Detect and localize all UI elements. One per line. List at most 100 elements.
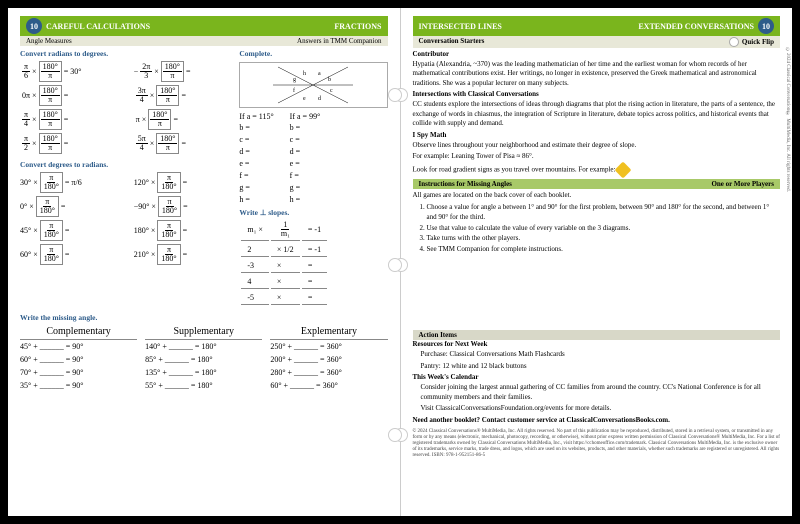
svg-text:b: b	[328, 77, 331, 83]
header-right: FRACTIONS	[334, 22, 381, 31]
contrib-hdr: Contributor	[413, 50, 450, 58]
ispy2: For example: Leaning Tower of Pisa ≈ 86°…	[413, 152, 781, 161]
lesson-badge: 10	[26, 18, 42, 34]
equation-row: −90° × π180° =	[134, 196, 228, 217]
week2: Visit ClassicalConversationsFoundation.o…	[421, 404, 781, 413]
equation-row: 60° × π180° =	[20, 244, 114, 265]
res-hdr: Resources for Next Week	[413, 340, 488, 348]
angle-line: 70° + ______ = 90°	[20, 366, 137, 379]
var-line: d =	[239, 145, 273, 157]
var-line: e =	[239, 157, 273, 169]
action-items-hdr: Action Items	[413, 330, 781, 340]
var-line: e =	[290, 157, 321, 169]
ispy1: Observe lines throughout your neighborho…	[413, 141, 781, 150]
angle-line: 140° + ______ = 180°	[145, 340, 262, 353]
angle-col-hdr: Complementary	[20, 324, 137, 340]
var-line: b =	[239, 121, 273, 133]
left-subheader: Angle Measures Answers in TMM Companion	[20, 36, 388, 46]
angle-col-hdr: Supplementary	[145, 324, 262, 340]
ispy-hdr: I Spy Math	[413, 131, 447, 139]
slope-row: -3× =	[241, 259, 327, 273]
step-item: Choose a value for angle a between 1° an…	[427, 202, 781, 223]
sec-d2r: Convert degrees to radians.	[20, 160, 227, 169]
angle-line: 35° + ______ = 90°	[20, 379, 137, 392]
var-line: c =	[239, 133, 273, 145]
var-line: c =	[290, 133, 321, 145]
equation-row: π2 × 180°π =	[20, 133, 114, 154]
week1: Consider joining the largest annual gath…	[421, 383, 781, 402]
slope-row: 2× 1/2= -1	[241, 243, 327, 257]
equation-row: 45° × π180° =	[20, 220, 114, 241]
svg-text:a: a	[318, 71, 321, 77]
contrib-text: Hypatia (Alexandria, ~370) was the leadi…	[413, 60, 781, 88]
equation-row: π × 180°π =	[134, 109, 228, 130]
copyright: © 2024 Classical Conversations® MultiMed…	[413, 429, 781, 459]
slope-table: m₁ ×1m₁= -12× 1/2= -1-3× =4× =-5× =	[239, 217, 329, 307]
equation-row: 0° × π180° =	[20, 196, 114, 217]
var-line: g =	[290, 181, 321, 193]
angle-line: 55° + ______ = 180°	[145, 379, 262, 392]
svg-text:h: h	[303, 71, 306, 77]
var-line: h =	[239, 193, 273, 205]
equation-row: −2π3 × 180°π =	[134, 61, 228, 82]
inter-text: CC students explore the intersections of…	[413, 100, 781, 128]
sec-r2d: Convert radians to degrees.	[20, 49, 227, 58]
games-note: All games are located on the back cover …	[413, 191, 781, 200]
rh-right: EXTENDED CONVERSATIONS	[638, 22, 754, 31]
binder-hole	[388, 258, 402, 272]
step-item: See TMM Companion for complete instructi…	[427, 244, 781, 255]
right-page: INTERSECTED LINES EXTENDED CONVERSATIONS…	[401, 8, 793, 516]
angle-line: 60° + ______ = 360°	[270, 379, 387, 392]
need-booklet: Need another booklet? Contact customer s…	[413, 416, 670, 424]
if-b: If a = 99°	[290, 112, 321, 121]
sub-right: Answers in TMM Companion	[297, 37, 381, 45]
sub-left: Angle Measures	[26, 37, 72, 45]
equation-row: 210° × π180° =	[134, 244, 228, 265]
binder-hole	[388, 428, 402, 442]
angle-line: 280° + ______ = 360°	[270, 366, 387, 379]
sec-complete: Complete.	[239, 49, 387, 58]
sec-slopes: Write ⊥ slopes.	[239, 208, 387, 217]
vertical-copyright: ©2024 Classical Conversations® MultiMedi…	[785, 48, 790, 192]
if-a: If a = 115°	[239, 112, 273, 121]
equation-row: π6 × 180°π = 30°	[20, 61, 114, 82]
angle-line: 200° + ______ = 360°	[270, 353, 387, 366]
rh-title: INTERSECTED LINES	[419, 22, 502, 31]
res1: Purchase: Classical Conversations Math F…	[421, 350, 781, 359]
slope-row: 4× =	[241, 275, 327, 289]
angle-line: 45° + ______ = 90°	[20, 340, 137, 353]
left-header: 10 CAREFUL CALCULATIONS FRACTIONS	[20, 16, 388, 36]
conv-start: Conversation Starters	[419, 37, 485, 47]
svg-text:e: e	[303, 96, 306, 102]
svg-text:g: g	[293, 77, 296, 83]
equation-row: 30° × π180° = π/6	[20, 172, 114, 193]
lesson-badge-r: 10	[758, 18, 774, 34]
svg-text:c: c	[330, 88, 333, 94]
var-line: b =	[290, 121, 321, 133]
instructions-header: Instructions for Missing Angles One or M…	[413, 179, 781, 189]
right-subheader: Conversation Starters Quick Flip	[413, 36, 781, 48]
equation-row: 0π × 180°π =	[20, 85, 114, 106]
svg-text:f: f	[293, 87, 295, 94]
angle-diagram: a b c d e f g h	[239, 62, 387, 108]
var-line: d =	[290, 145, 321, 157]
equation-row: 3π4 × 180°π =	[134, 85, 228, 106]
equation-row: 180° × π180° =	[134, 220, 228, 241]
quickflip-icon	[729, 37, 739, 47]
right-header: INTERSECTED LINES EXTENDED CONVERSATIONS…	[413, 16, 781, 36]
steps-list: Choose a value for angle a between 1° an…	[427, 202, 781, 255]
header-title: CAREFUL CALCULATIONS	[46, 22, 150, 31]
step-item: Use that value to calculate the value of…	[427, 223, 781, 234]
angle-table: Complementary45° + ______ = 90° 60° + ___…	[20, 324, 388, 392]
equation-row: 120° × π180° =	[134, 172, 228, 193]
res2: Pantry: 12 white and 12 black buttons	[421, 362, 781, 371]
svg-text:d: d	[318, 96, 321, 102]
angle-col-hdr: Explementary	[270, 324, 387, 340]
quickflip: Quick Flip	[742, 38, 774, 46]
binder-hole	[388, 88, 402, 102]
inter-hdr: Intersections with Classical Conversatio…	[413, 90, 539, 98]
sec-missing-angle: Write the missing angle.	[20, 313, 388, 322]
var-line: f =	[239, 169, 273, 181]
ispy3: Look for road gradient signs as you trav…	[413, 165, 616, 173]
var-line: g =	[239, 181, 273, 193]
